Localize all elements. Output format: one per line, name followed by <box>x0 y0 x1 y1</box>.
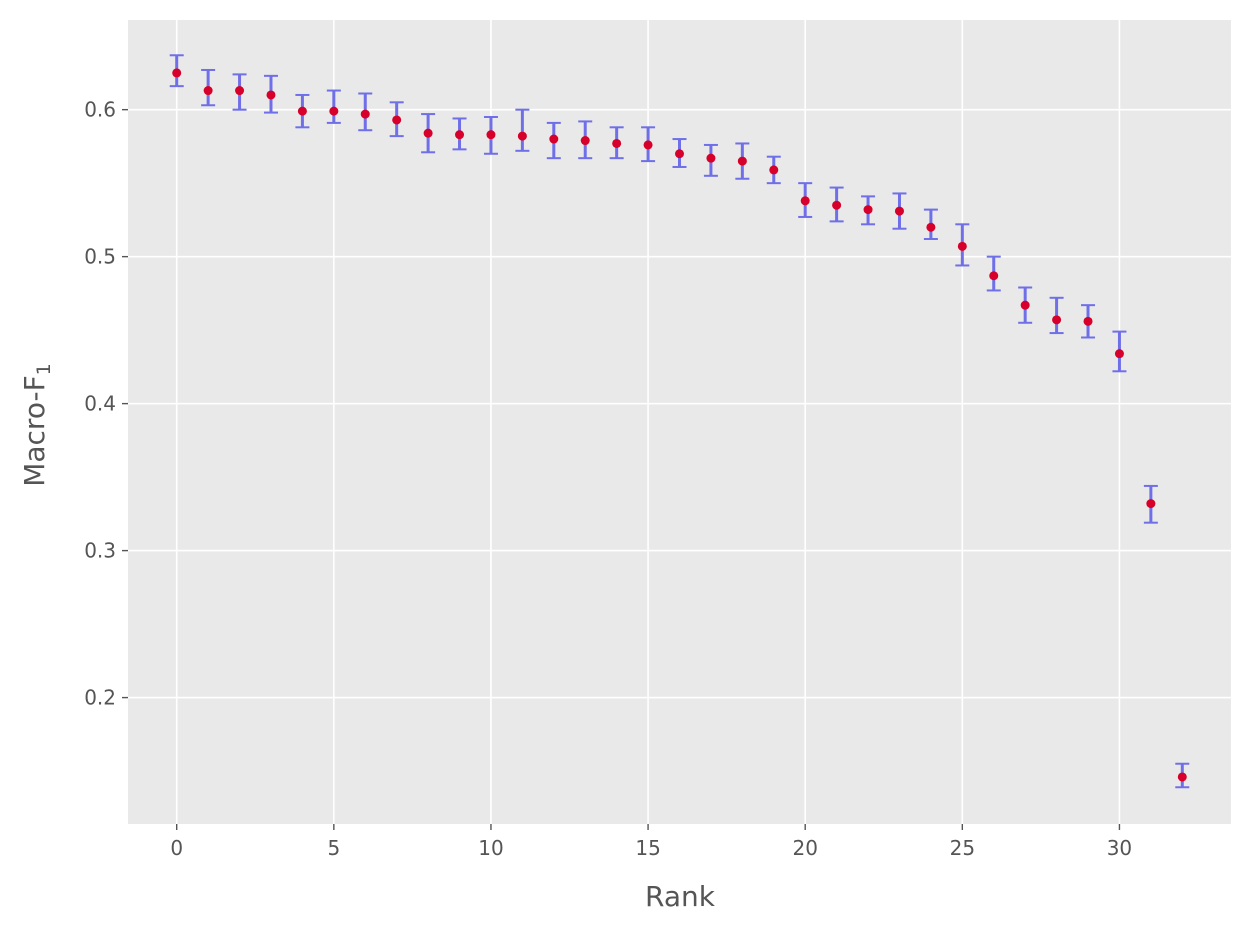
data-point <box>957 241 967 251</box>
data-point <box>297 106 307 116</box>
x-tick-label: 10 <box>478 836 503 860</box>
data-point <box>1083 316 1093 326</box>
y-tick-label: 0.3 <box>84 539 116 563</box>
x-tick-label: 15 <box>635 836 660 860</box>
data-point <box>706 153 716 163</box>
x-tick-label: 30 <box>1107 836 1132 860</box>
y-tick-label: 0.4 <box>84 392 116 416</box>
data-point <box>926 222 936 232</box>
data-point <box>423 128 433 138</box>
data-point <box>360 109 370 119</box>
data-point <box>1020 300 1030 310</box>
data-point <box>1114 349 1124 359</box>
x-tick-label: 20 <box>792 836 817 860</box>
data-point <box>1177 772 1187 782</box>
data-points <box>172 68 1187 782</box>
data-point <box>989 271 999 281</box>
data-point <box>549 134 559 144</box>
x-axis-label: Rank <box>645 880 716 913</box>
data-point <box>517 131 527 141</box>
data-point <box>329 106 339 116</box>
data-point <box>863 205 873 215</box>
data-point <box>675 149 684 159</box>
data-point <box>800 196 810 206</box>
y-axis-label-subscript: 1 <box>33 363 55 375</box>
data-point <box>203 86 213 96</box>
data-point <box>737 156 747 166</box>
data-point <box>1052 315 1062 325</box>
y-axis-ticks: 0.2 0.3 0.4 0.5 0.6 <box>84 98 128 710</box>
data-point <box>235 86 245 96</box>
x-tick-label: 25 <box>950 836 975 860</box>
data-point <box>455 130 465 140</box>
data-point <box>486 130 496 140</box>
data-point <box>1146 499 1156 509</box>
x-tick-label: 0 <box>170 836 183 860</box>
data-point <box>266 90 276 100</box>
data-point <box>392 115 402 125</box>
x-tick-label: 5 <box>327 836 340 860</box>
data-point <box>832 200 842 210</box>
data-point <box>643 140 653 150</box>
data-point <box>769 165 779 175</box>
y-tick-label: 0.5 <box>84 245 116 269</box>
data-point <box>172 68 182 78</box>
x-axis-ticks: 0 5 10 15 20 25 30 <box>170 824 1132 860</box>
y-axis-label-main: Macro-F <box>18 375 51 486</box>
error-bar <box>515 108 530 152</box>
data-point <box>580 136 590 146</box>
data-point <box>894 206 904 216</box>
data-point <box>612 138 622 148</box>
y-tick-label: 0.2 <box>84 686 116 710</box>
y-tick-label: 0.6 <box>84 98 116 122</box>
y-axis-label: Macro-F1 <box>18 363 55 487</box>
